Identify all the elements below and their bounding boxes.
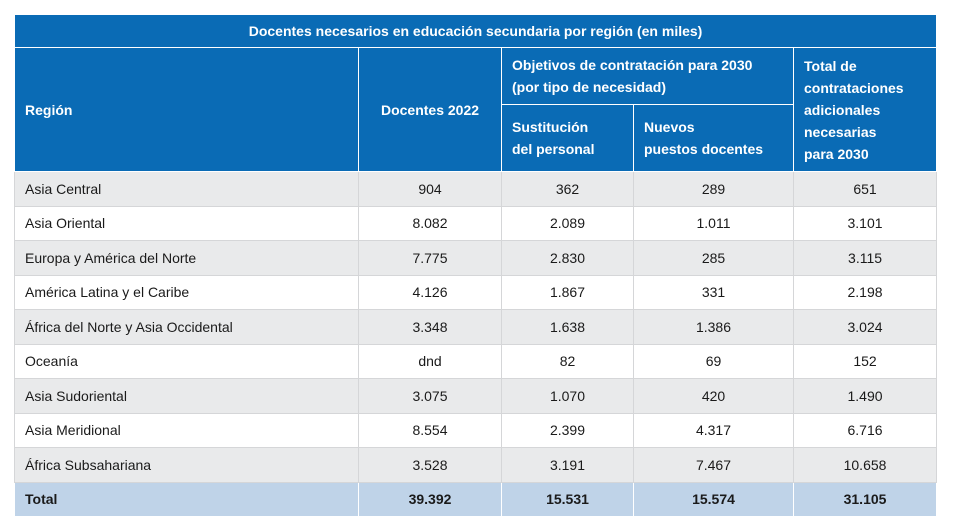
header-region: Región bbox=[14, 47, 359, 172]
cell-total: 10.658 bbox=[792, 447, 938, 483]
cell-new-posts: 331 bbox=[633, 274, 794, 310]
cell-region: Oceanía bbox=[14, 343, 359, 379]
header-total-line3: adicionales bbox=[804, 101, 881, 118]
cell-teachers-2022: dnd bbox=[358, 343, 502, 379]
cell-teachers-2022: 8.554 bbox=[358, 412, 502, 448]
header-hiring-goals: Objetivos de contratación para 2030 (por… bbox=[501, 47, 794, 105]
cell-total: 3.024 bbox=[792, 309, 938, 345]
header-teachers-2022: Docentes 2022 bbox=[358, 47, 502, 172]
cell-new-posts: 420 bbox=[633, 378, 794, 414]
cell-region: América Latina y el Caribe bbox=[14, 274, 359, 310]
cell-total: 3.115 bbox=[792, 240, 938, 276]
cell-new-posts: 285 bbox=[633, 240, 794, 276]
cell-teachers-2022: 3.075 bbox=[358, 378, 502, 414]
cell-replacement: 2.089 bbox=[501, 205, 634, 241]
cell-teachers-2022: 7.775 bbox=[358, 240, 502, 276]
cell-new-posts: 1.386 bbox=[633, 309, 794, 345]
header-total-line5: para 2030 bbox=[804, 145, 869, 162]
cell-teachers-2022: 8.082 bbox=[358, 205, 502, 241]
total-row: Total 39.392 15.531 15.574 31.105 bbox=[14, 481, 938, 517]
cell-replacement: 1.638 bbox=[501, 309, 634, 345]
cell-teachers-2022: 904 bbox=[358, 171, 502, 207]
cell-new-posts: 4.317 bbox=[633, 412, 794, 448]
header-total-line1: Total de bbox=[804, 57, 857, 74]
cell-region: Asia Meridional bbox=[14, 412, 359, 448]
cell-replacement: 362 bbox=[501, 171, 634, 207]
header-new-posts-line1: Nuevos bbox=[644, 119, 695, 135]
header-total-hires: Total de contrataciones adicionales nece… bbox=[792, 47, 938, 172]
table-row: Europa y América del Norte 7.775 2.830 2… bbox=[14, 240, 938, 276]
header-replacement-line1: Sustitución bbox=[512, 119, 589, 135]
header-new-posts: Nuevos puestos docentes bbox=[633, 104, 794, 172]
header-hiring-goals-line2: (por tipo de necesidad) bbox=[512, 79, 667, 95]
table-row: Asia Oriental 8.082 2.089 1.011 3.101 bbox=[14, 205, 938, 241]
teachers-table: Docentes necesarios en educación secunda… bbox=[13, 14, 938, 517]
cell-region: Asia Central bbox=[14, 171, 359, 207]
table-row: Asia Meridional 8.554 2.399 4.317 6.716 bbox=[14, 412, 938, 448]
table-row: Oceanía dnd 82 69 152 bbox=[14, 343, 938, 379]
cell-replacement: 1.070 bbox=[501, 378, 634, 414]
table-row: América Latina y el Caribe 4.126 1.867 3… bbox=[14, 274, 938, 310]
cell-total: 152 bbox=[792, 343, 938, 379]
cell-new-posts: 1.011 bbox=[633, 205, 794, 241]
header-hiring-goals-line1: Objetivos de contratación para 2030 bbox=[512, 57, 753, 73]
total-new-posts: 15.574 bbox=[633, 481, 794, 517]
cell-total: 3.101 bbox=[792, 205, 938, 241]
cell-region: Europa y América del Norte bbox=[14, 240, 359, 276]
cell-replacement: 3.191 bbox=[501, 447, 634, 483]
header-replacement-line2: del personal bbox=[512, 141, 595, 157]
cell-replacement: 82 bbox=[501, 343, 634, 379]
cell-region: Asia Sudoriental bbox=[14, 378, 359, 414]
table-row: África del Norte y Asia Occidental 3.348… bbox=[14, 309, 938, 345]
total-hires: 31.105 bbox=[792, 481, 938, 517]
table-row: África Subsahariana 3.528 3.191 7.467 10… bbox=[14, 447, 938, 483]
cell-total: 2.198 bbox=[792, 274, 938, 310]
cell-region: África Subsahariana bbox=[14, 447, 359, 483]
cell-replacement: 2.830 bbox=[501, 240, 634, 276]
cell-new-posts: 289 bbox=[633, 171, 794, 207]
table-row: Asia Sudoriental 3.075 1.070 420 1.490 bbox=[14, 378, 938, 414]
table-row: Asia Central 904 362 289 651 bbox=[14, 171, 938, 207]
cell-new-posts: 69 bbox=[633, 343, 794, 379]
cell-region: Asia Oriental bbox=[14, 205, 359, 241]
cell-region: África del Norte y Asia Occidental bbox=[14, 309, 359, 345]
cell-replacement: 1.867 bbox=[501, 274, 634, 310]
cell-teachers-2022: 3.348 bbox=[358, 309, 502, 345]
table-title: Docentes necesarios en educación secunda… bbox=[13, 14, 938, 48]
header-new-posts-line2: puestos docentes bbox=[644, 141, 764, 157]
header-total-line4: necesarias bbox=[804, 123, 877, 140]
cell-total: 1.490 bbox=[792, 378, 938, 414]
total-replacement: 15.531 bbox=[501, 481, 634, 517]
cell-teachers-2022: 4.126 bbox=[358, 274, 502, 310]
total-teachers-2022: 39.392 bbox=[358, 481, 502, 517]
cell-total: 651 bbox=[792, 171, 938, 207]
header-replacement: Sustitución del personal bbox=[501, 104, 634, 172]
cell-teachers-2022: 3.528 bbox=[358, 447, 502, 483]
cell-new-posts: 7.467 bbox=[633, 447, 794, 483]
total-label: Total bbox=[14, 481, 359, 517]
teachers-table-container: Docentes necesarios en educación secunda… bbox=[13, 14, 938, 517]
header-total-line2: contrataciones bbox=[804, 79, 904, 96]
cell-replacement: 2.399 bbox=[501, 412, 634, 448]
cell-total: 6.716 bbox=[792, 412, 938, 448]
